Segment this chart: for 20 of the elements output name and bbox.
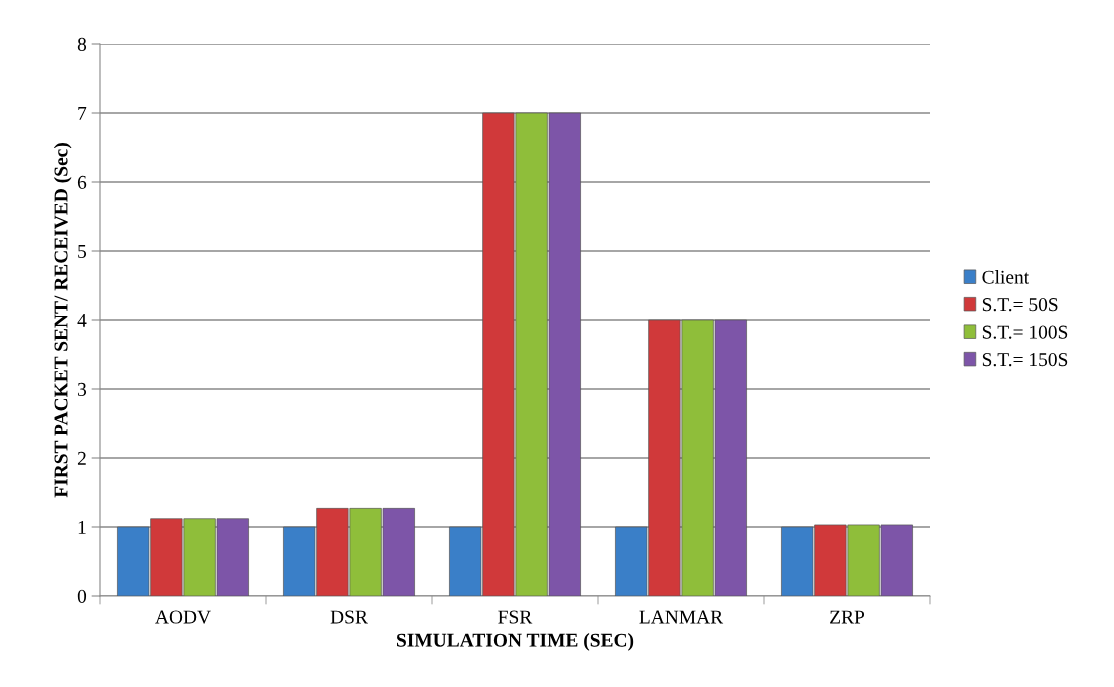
legend-label: S.T.= 150S bbox=[982, 353, 1068, 367]
legend-label: Client bbox=[982, 270, 1030, 284]
x-tick-label: FSR bbox=[498, 610, 533, 624]
y-tick-label: 1 bbox=[78, 520, 86, 534]
y-tick-label: 8 bbox=[77, 37, 87, 51]
legend-label: S.T.= 50S bbox=[982, 298, 1058, 312]
legend-label: S.T.= 100S bbox=[982, 325, 1068, 339]
y-tick-label: 2 bbox=[77, 451, 86, 465]
y-tick-label: 6 bbox=[77, 175, 87, 189]
x-tick-label: ZRP bbox=[830, 610, 865, 624]
y-tick-label: 0 bbox=[77, 589, 87, 603]
y-tick-label: 4 bbox=[77, 313, 87, 327]
y-tick-label: 3 bbox=[78, 382, 87, 396]
x-axis-title: SIMULATION TIME (SEC) bbox=[397, 633, 634, 651]
y-axis-title: FIRST PACKET SENT/ RECEIVED (Sec) bbox=[53, 143, 72, 498]
x-tick-label: DSR bbox=[330, 610, 368, 624]
y-tick-label: 5 bbox=[78, 245, 87, 258]
y-tick-label: 7 bbox=[78, 107, 87, 120]
x-tick-label: AODV bbox=[155, 610, 211, 624]
x-tick-label: LANMAR bbox=[639, 610, 724, 624]
